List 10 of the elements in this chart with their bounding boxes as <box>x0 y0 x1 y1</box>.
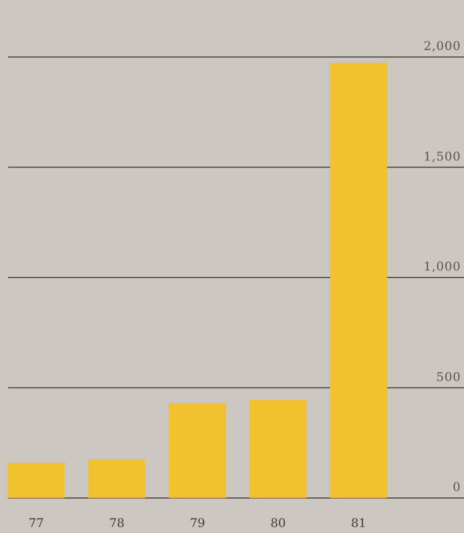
x-tick-label: 81 <box>351 516 366 530</box>
y-tick-label: 1,000 <box>424 260 461 274</box>
x-tick-label: 80 <box>270 516 286 530</box>
x-tick-label: 78 <box>109 516 125 530</box>
y-tick-label: 2,000 <box>424 39 461 53</box>
y-tick-label: 500 <box>436 370 461 384</box>
y-tick-label: 0 <box>452 480 461 494</box>
y-tick-label: 1,500 <box>424 149 461 164</box>
x-tick-label: 79 <box>190 516 206 530</box>
x-tick-label: 77 <box>28 516 44 530</box>
